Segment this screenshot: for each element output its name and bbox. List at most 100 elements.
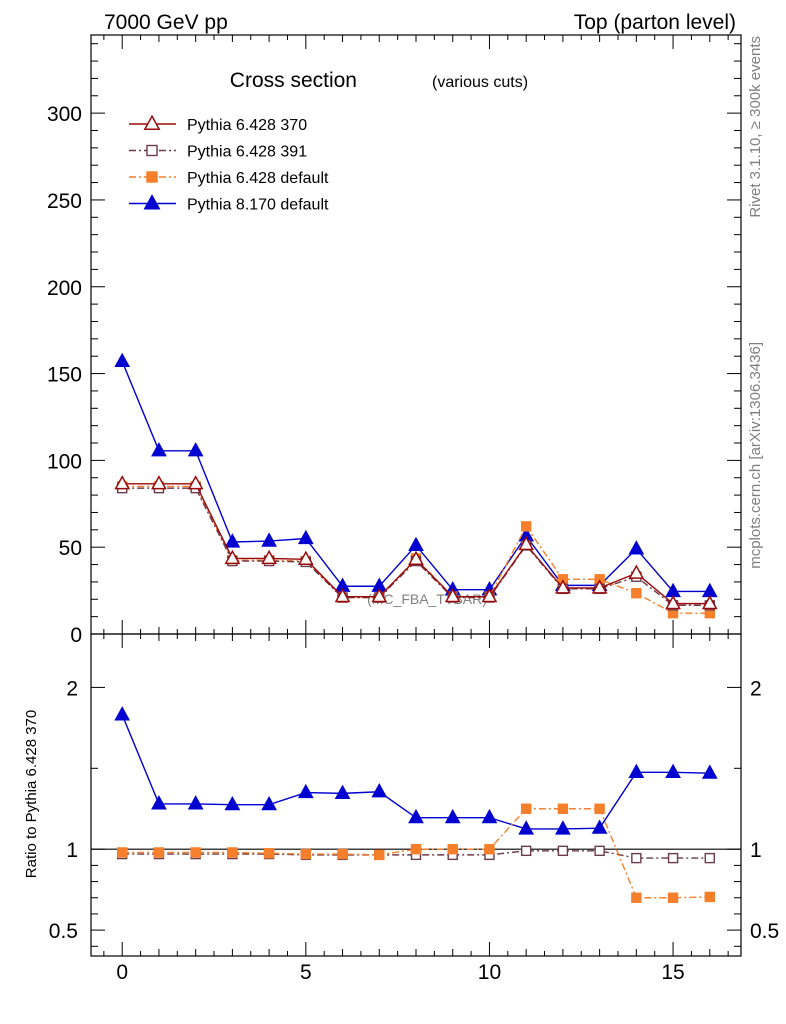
ratio-y-tick-label-right: 2: [750, 677, 762, 700]
main-tick-labels: 0 50 100 150 200 250 300: [47, 103, 82, 647]
data-point: [594, 845, 605, 857]
data-point: [484, 844, 495, 855]
data-point: [151, 475, 167, 490]
series-line: [122, 850, 710, 859]
data-point: [665, 594, 681, 610]
chart-subtitle: (various cuts): [432, 74, 528, 91]
data-point: [631, 892, 642, 903]
data-point: [481, 587, 498, 603]
ratio-tick-labels: 0.5 0.5 1 1 2 2: [49, 677, 779, 943]
ratio-series: [114, 706, 718, 903]
y-tick-label: 200: [47, 277, 82, 300]
data-point: [555, 579, 571, 594]
data-point: [408, 536, 424, 552]
data-point: [665, 763, 681, 778]
x-tick-label: 10: [478, 961, 501, 984]
legend-label: Pythia 6.428 391: [187, 144, 307, 161]
data-point: [153, 847, 165, 858]
legend-entry: Pythia 6.428 370: [129, 114, 307, 134]
data-point: [146, 171, 158, 183]
main-ticks: [91, 35, 741, 635]
data-point: [371, 587, 388, 603]
data-point: [187, 442, 204, 457]
data-point: [701, 764, 718, 779]
data-point: [224, 795, 241, 811]
data-point: [591, 819, 608, 834]
data-point: [628, 763, 645, 778]
data-point: [701, 582, 718, 598]
x-tick-label: 5: [300, 961, 312, 984]
data-point: [444, 808, 461, 824]
data-point: [297, 529, 314, 545]
data-point: [261, 549, 277, 565]
legend: Pythia 6.428 370 Pythia 6.428 391 Pythia 6…: [129, 114, 329, 214]
data-point: [701, 594, 718, 610]
y-tick-label: 300: [47, 103, 82, 126]
y-tick-label: 50: [59, 537, 82, 560]
data-point: [261, 532, 277, 547]
data-point: [151, 795, 167, 810]
data-point: [143, 194, 161, 210]
data-point: [297, 783, 314, 799]
data-point: [408, 808, 424, 824]
data-point: [187, 795, 204, 810]
data-point: [520, 845, 532, 857]
legend-label: Pythia 6.428 370: [187, 117, 307, 134]
data-point: [518, 820, 535, 835]
data-point: [151, 442, 167, 457]
data-point: [520, 803, 532, 814]
ratio-y-tick-label-right: 1: [750, 839, 762, 862]
data-point: [114, 706, 131, 721]
data-point: [371, 783, 388, 798]
data-point: [704, 891, 715, 903]
x-tick-label: 0: [116, 961, 128, 984]
data-point: [227, 847, 238, 858]
data-point: [704, 852, 715, 864]
data-point: [117, 847, 128, 858]
data-point: [667, 892, 679, 903]
data-point: [143, 114, 161, 131]
data-point: [481, 808, 498, 824]
data-point: [631, 587, 642, 599]
data-point: [518, 535, 535, 551]
data-point: [224, 533, 241, 548]
ratio-plot-frame: [90, 633, 742, 957]
data-point: [224, 549, 241, 565]
ratio-y-tick-label-left: 2: [66, 677, 78, 700]
data-point: [447, 844, 458, 855]
data-point: [114, 475, 131, 490]
series-pythia-8-170-default: [114, 706, 718, 835]
series-line: [122, 487, 710, 607]
y-tick-label: 100: [47, 450, 82, 473]
legend-entry: Pythia 6.428 391: [129, 144, 307, 161]
header-left: 7000 GeV pp: [104, 11, 228, 34]
data-point: [408, 550, 424, 565]
legend-entry: Pythia 8.170 default: [129, 194, 329, 214]
data-point: [261, 795, 277, 811]
data-point: [146, 144, 158, 157]
data-point: [591, 579, 608, 594]
data-point: [410, 844, 422, 855]
legend-label: Pythia 6.428 default: [187, 170, 329, 187]
data-point: [444, 587, 461, 603]
x-tick-label: 15: [661, 961, 684, 984]
data-point: [334, 587, 351, 603]
data-point: [114, 352, 131, 368]
y-tick-label: 150: [47, 364, 82, 387]
ratio-panel: 0.5 0.5 1 1 2 2 Ratio to Pythia 6.428 370 0 5 1…: [23, 633, 779, 984]
series-pythia-6-428-370: [114, 475, 718, 610]
rivet-version-label: Rivet 3.1.10, ≥ 300k events: [747, 36, 764, 218]
data-point: [557, 803, 569, 814]
y-tick-label: 0: [70, 624, 82, 647]
data-point: [628, 540, 645, 555]
data-point: [555, 820, 571, 835]
header-right: Top (parton level): [574, 11, 736, 34]
data-point: [520, 521, 532, 532]
x-tick-labels: 0 5 10 15: [116, 961, 684, 984]
ratio-y-tick-label-right: 0.5: [750, 920, 779, 943]
data-point: [187, 475, 204, 490]
data-point: [337, 848, 348, 860]
data-point: [263, 848, 275, 859]
